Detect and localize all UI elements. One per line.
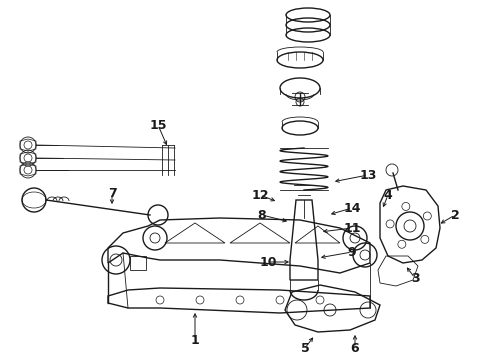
Text: 6: 6 [351, 342, 359, 355]
Text: 2: 2 [451, 208, 459, 221]
Text: 12: 12 [251, 189, 269, 202]
Text: 10: 10 [259, 256, 277, 269]
Text: 13: 13 [359, 168, 377, 181]
Text: 3: 3 [411, 271, 419, 284]
Text: 1: 1 [191, 333, 199, 346]
Text: 4: 4 [384, 189, 392, 202]
Text: 7: 7 [108, 186, 117, 199]
Text: 15: 15 [149, 118, 167, 131]
Text: 11: 11 [343, 221, 361, 234]
Text: 9: 9 [348, 246, 356, 258]
Bar [130, 256, 146, 270]
Text: 8: 8 [258, 208, 266, 221]
Text: 5: 5 [301, 342, 309, 355]
Text: 14: 14 [343, 202, 361, 215]
